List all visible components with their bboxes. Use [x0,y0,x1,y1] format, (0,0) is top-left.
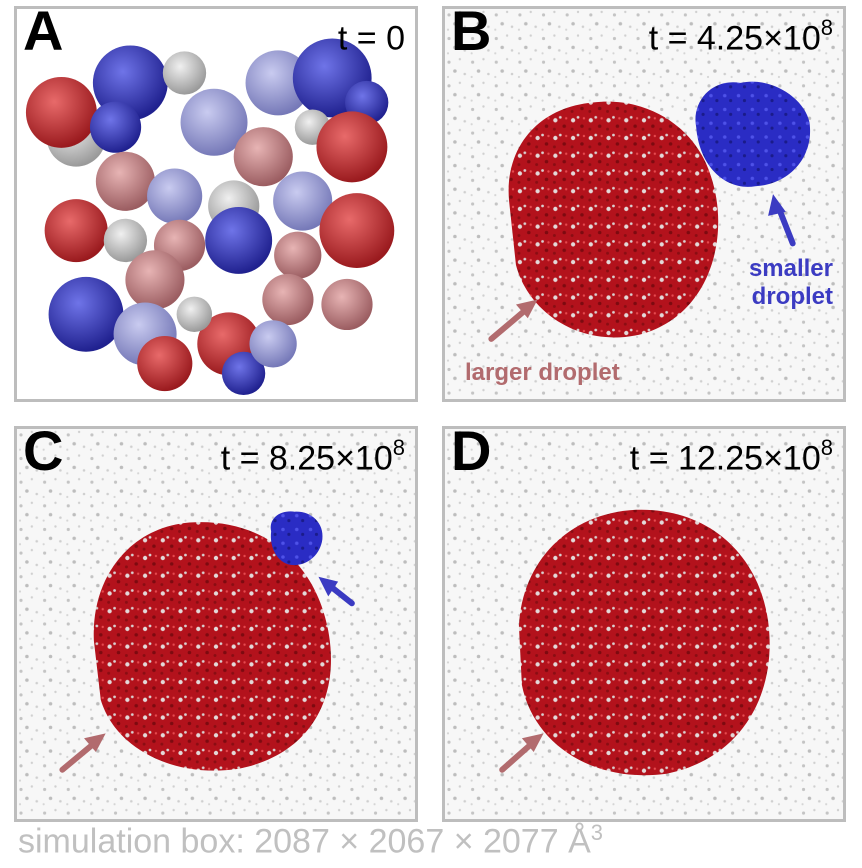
panel-b: B t = 4.25×108 larger droplet smaller dr… [442,6,846,402]
pink-arrow [499,733,544,773]
panel-b-time: t = 4.25×108 [648,15,833,58]
panel-b-letter: B [451,6,492,62]
merged-droplet-shape [518,509,770,776]
blue-arrow [318,576,355,607]
pink-arrow [59,733,106,773]
blue-arrow [768,194,796,247]
panel-d-image [445,429,843,819]
larger-droplet-shape [93,522,331,771]
simulation-box-caption: simulation box: 2087 × 2067 × 2077 Å3 [18,820,604,861]
panel-a-image [17,9,415,399]
panel-d-letter: D [451,426,492,482]
smaller-droplet-label: smaller droplet [748,255,833,310]
pink-arrow [488,299,538,342]
panel-a: A t = 0 [14,6,418,402]
panel-c-letter: C [23,426,64,482]
larger-droplet-label: larger droplet [465,359,620,386]
panel-b-image [445,9,843,399]
larger-droplet-shape [508,101,719,338]
panel-c: C t = 8.25×108 [14,426,418,822]
panel-a-letter: A [23,6,64,62]
panel-d: D t = 12.25×108 [442,426,846,822]
panel-c-image [17,429,415,819]
panel-c-time: t = 8.25×108 [220,435,405,478]
panel-d-time: t = 12.25×108 [629,435,833,478]
protein-clusters [25,38,395,396]
smaller-droplet-shape [695,81,811,187]
smaller-droplet-shape [270,511,323,566]
panel-a-time: t = 0 [337,19,405,58]
